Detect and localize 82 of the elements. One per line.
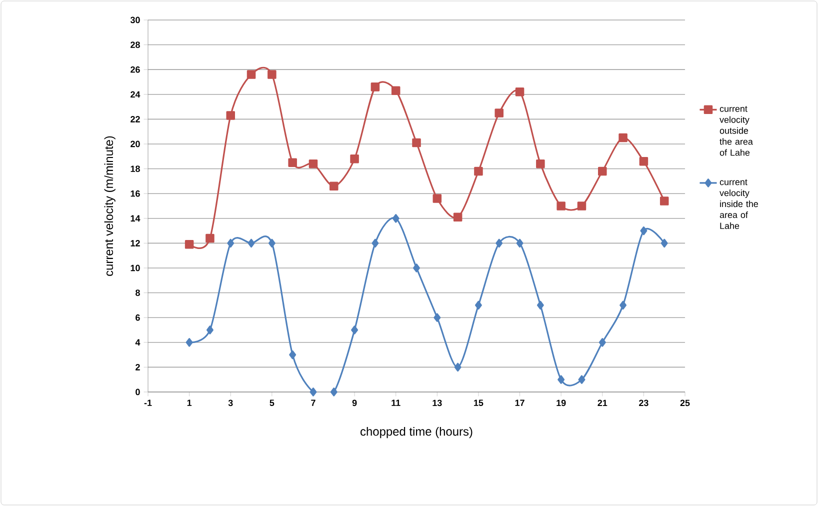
x-tick-label: 3 (228, 400, 233, 406)
point (206, 326, 214, 334)
y-axis-title: current velocity (m/minute) (104, 136, 116, 276)
x-tick-label: 13 (432, 400, 442, 406)
y-tick-label: 2 (136, 364, 140, 370)
point (434, 313, 441, 322)
y-tick-label: 6 (136, 314, 140, 321)
point (474, 300, 482, 310)
point (494, 108, 504, 118)
x-tick-label: 15 (474, 400, 484, 406)
point (578, 375, 586, 384)
y-tick-label: 26 (130, 66, 140, 73)
point (536, 159, 545, 168)
point (620, 300, 627, 310)
point (474, 166, 483, 176)
y-tick-label: 28 (130, 42, 140, 48)
point (515, 88, 524, 96)
point (639, 156, 648, 166)
point (392, 214, 400, 223)
x-tick-label: 9 (352, 400, 357, 406)
y-tick-label: 20 (130, 140, 140, 148)
point (577, 202, 586, 210)
point (496, 238, 503, 248)
x-tick-label: 1 (187, 400, 192, 406)
point (536, 300, 544, 310)
point (226, 111, 236, 120)
point (412, 138, 421, 148)
point (432, 194, 442, 203)
point (453, 212, 462, 222)
point (227, 238, 234, 248)
x-tick-label: 11 (392, 400, 400, 406)
point (330, 182, 338, 191)
y-tick-label: 0 (136, 388, 140, 396)
point (351, 326, 358, 334)
y-tick-label: 22 (130, 116, 140, 122)
x-tick-label: 17 (515, 400, 524, 406)
point (206, 234, 214, 243)
y-tick-label: 8 (136, 290, 140, 296)
point (618, 133, 628, 142)
x-tick-label: 23 (639, 400, 648, 406)
y-tick-label: 16 (130, 190, 140, 197)
point (246, 70, 256, 79)
point (660, 196, 669, 206)
point (660, 238, 668, 248)
y-tick-label: 30 (130, 16, 140, 24)
x-tick-label: 25 (680, 400, 690, 406)
point (268, 238, 276, 248)
point (289, 350, 296, 360)
x-axis-title: chopped time (hours) (360, 426, 472, 438)
y-tick-label: 24 (130, 91, 140, 98)
legend-label: current velocity inside the area of Lahe (720, 179, 758, 230)
point (598, 338, 606, 347)
x-tick-label: 19 (556, 400, 566, 406)
y-tick-label: 10 (130, 264, 140, 272)
point (268, 70, 276, 79)
y-tick-label: 4 (135, 339, 140, 346)
point (308, 159, 318, 168)
point (372, 238, 379, 248)
point (454, 362, 462, 372)
point (310, 388, 317, 396)
x-tick-label: 7 (311, 400, 316, 406)
legend-label: current velocity outside the area of Lahe (720, 106, 753, 156)
point (184, 240, 194, 249)
point (556, 202, 566, 210)
y-tick-label: 18 (130, 166, 140, 172)
point (370, 82, 380, 92)
x-tick-label: 5 (270, 400, 274, 406)
point (391, 86, 400, 96)
point (186, 338, 193, 347)
point (248, 238, 255, 248)
x-tick-label: -1 (144, 400, 152, 406)
point (558, 375, 565, 384)
y-tick-label: 14 (130, 215, 140, 222)
x-tick-label: 21 (598, 400, 608, 406)
point (288, 158, 297, 167)
point (413, 264, 420, 272)
point (598, 166, 607, 176)
y-tick-label: 12 (130, 240, 140, 246)
point (330, 388, 338, 396)
point (350, 154, 359, 164)
point (516, 238, 524, 248)
point (640, 226, 648, 236)
